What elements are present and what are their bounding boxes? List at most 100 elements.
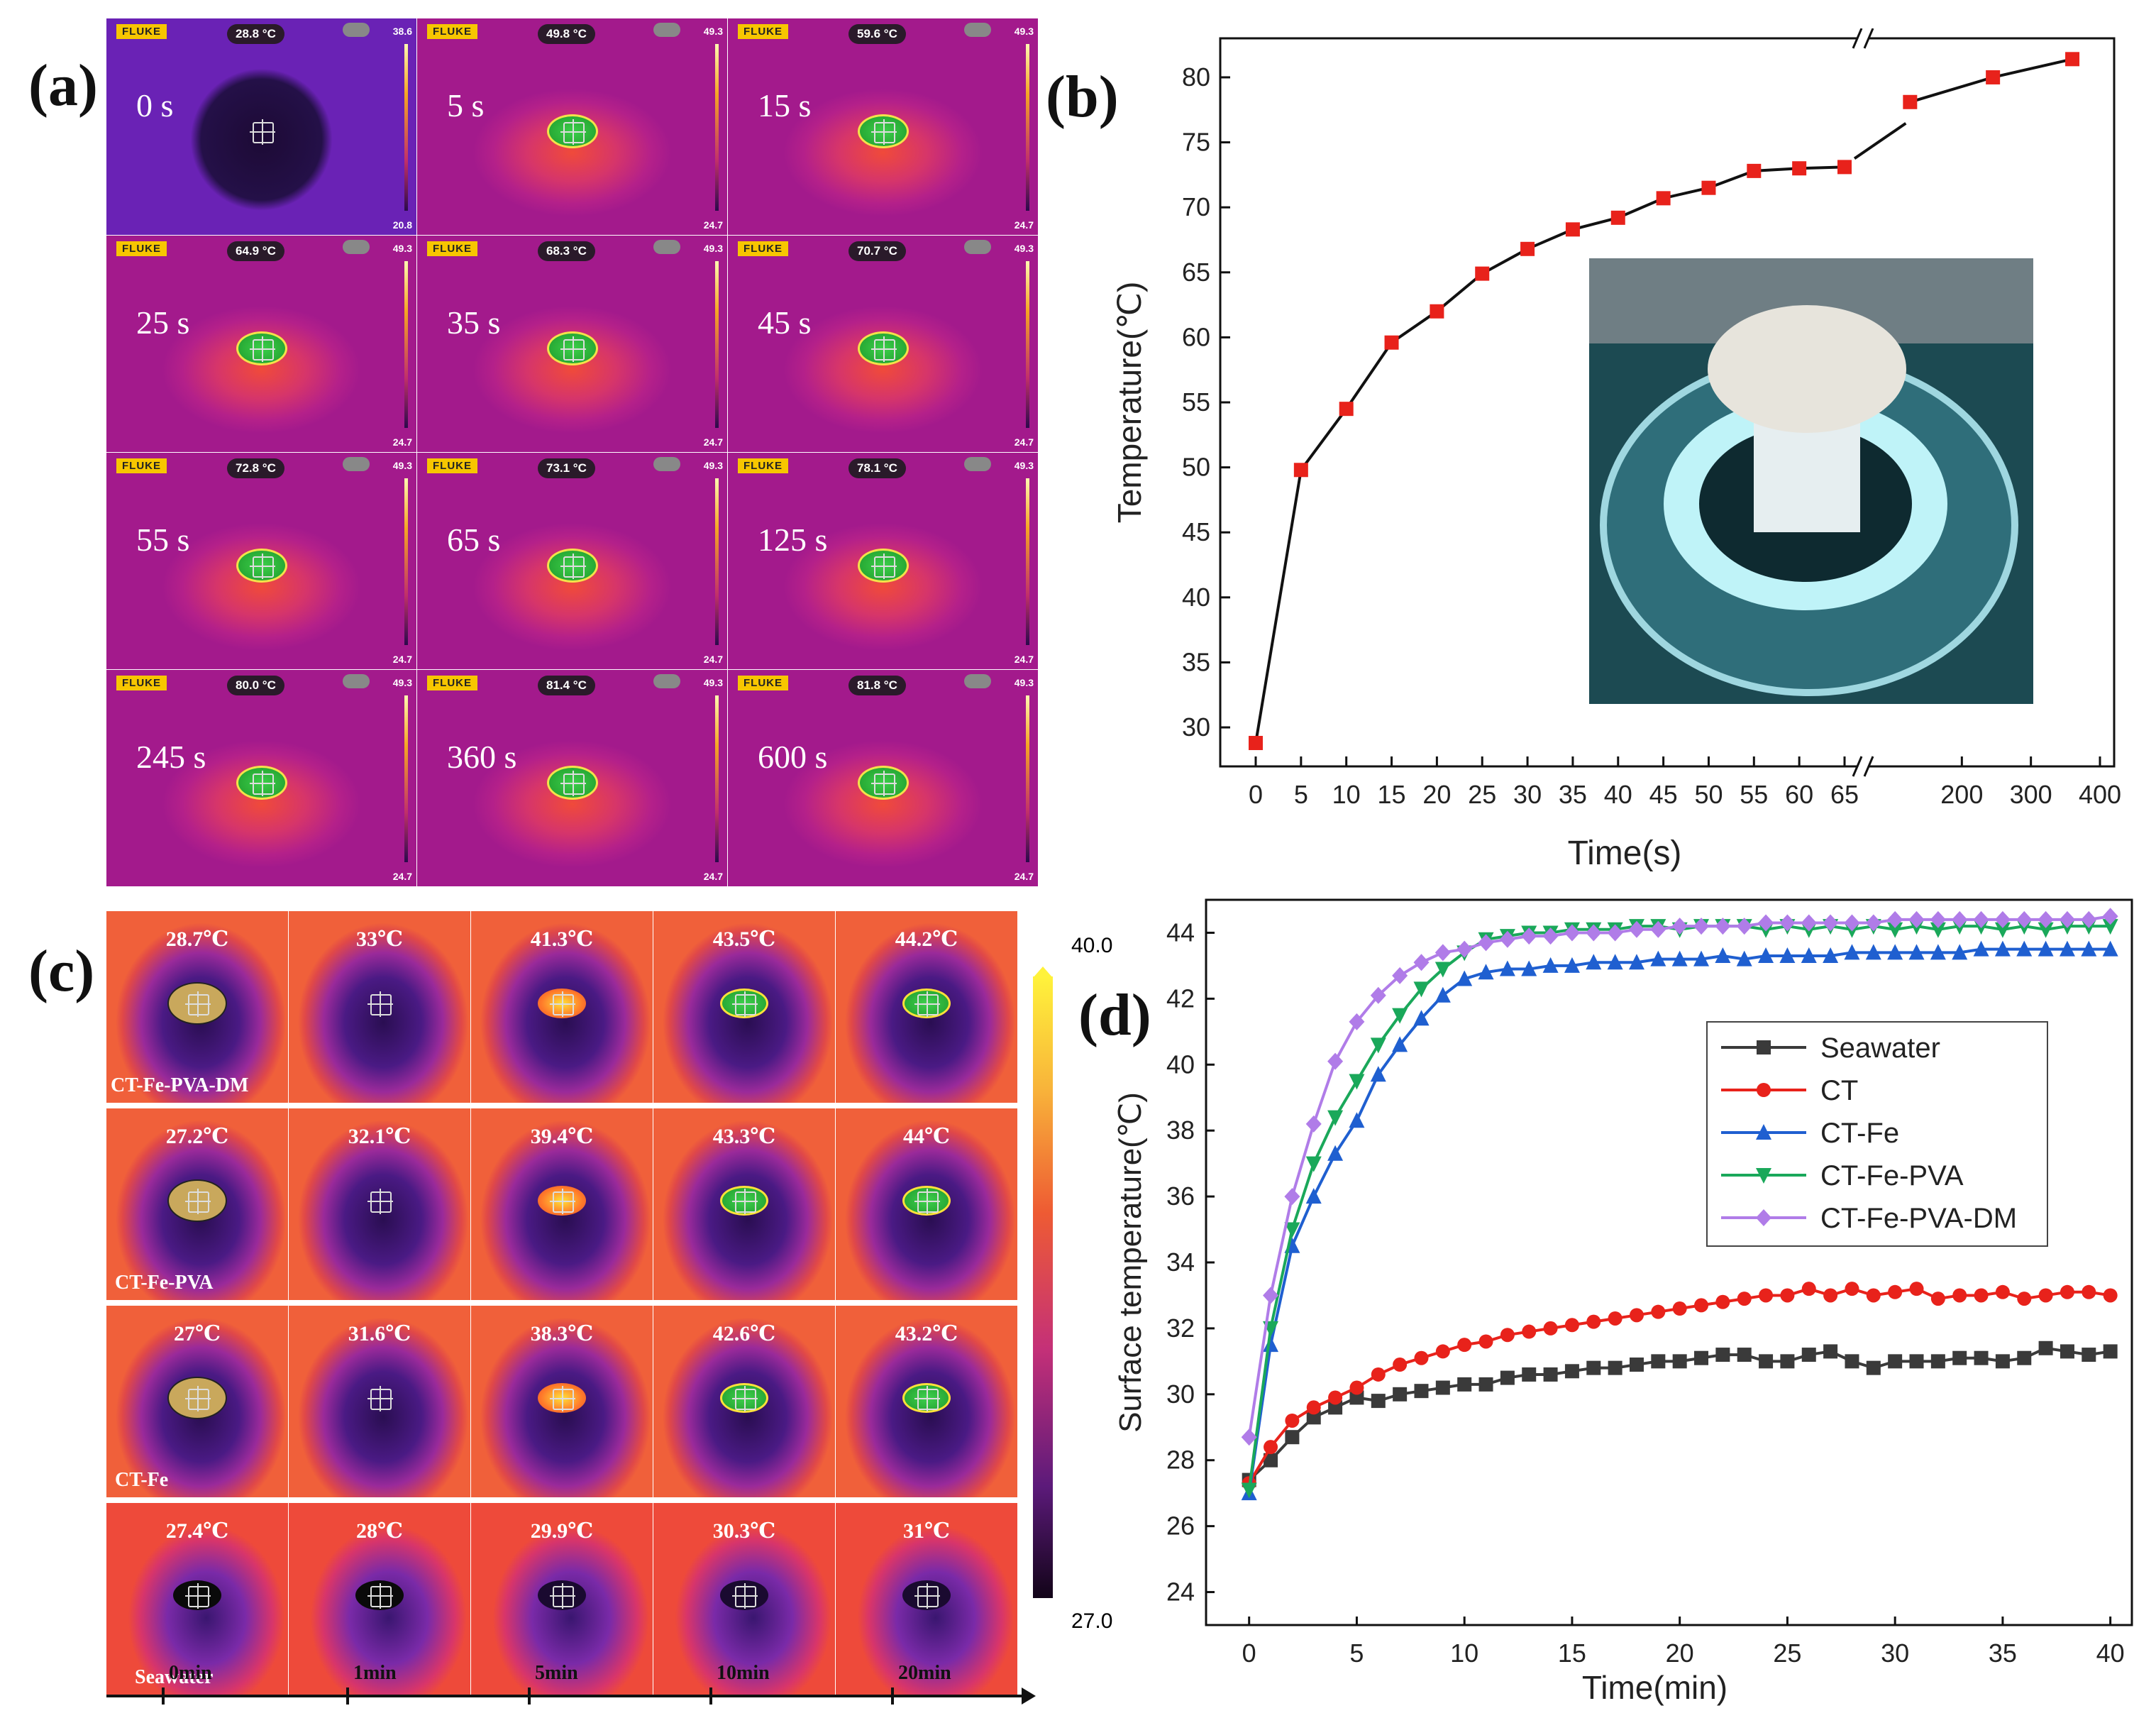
scale-bar [715, 695, 719, 862]
crosshair-icon [560, 119, 586, 145]
data-point [1478, 964, 1494, 980]
crosshair-icon [550, 1385, 575, 1411]
axis-break-gap-bottom [1857, 762, 1869, 771]
y-tick-label: 65 [1182, 258, 1210, 287]
data-point [1586, 954, 1602, 970]
data-point [1393, 1387, 1408, 1402]
data-point [1737, 1292, 1752, 1306]
data-point [1837, 160, 1852, 175]
scale-max: 49.3 [1014, 460, 1034, 471]
y-tick-label: 28 [1166, 1446, 1195, 1475]
crosshair-icon [914, 1582, 940, 1609]
data-point [2038, 1340, 2053, 1355]
scale-bar [1026, 261, 1029, 428]
plot-frame [1205, 898, 2133, 1626]
data-point [1801, 914, 1817, 932]
data-point [1656, 191, 1671, 206]
scale-max: 49.3 [392, 460, 412, 471]
temperature-readout: 59.6 °C [848, 24, 906, 44]
data-point [1888, 1284, 1903, 1299]
fluke-logo: FLUKE [738, 24, 788, 39]
data-point [1520, 241, 1535, 256]
toggle-icon [653, 240, 680, 254]
timeline-label: 5min [535, 1662, 578, 1684]
data-point [1586, 924, 1602, 942]
data-point [1672, 1301, 1687, 1316]
legend: Seawater CT CT-Fe CT-Fe-PVA CT-Fe-PVA-DM [1706, 1021, 2048, 1247]
data-point [1756, 1124, 1771, 1140]
thermal-tile: FLUKE 72.8 °C 49.3 24.7 55 s [106, 453, 416, 669]
scale-bar [404, 695, 408, 862]
panel-label-d: (d) [1078, 982, 1151, 1048]
data-point [1930, 1292, 1945, 1306]
crosshair-icon [732, 1582, 758, 1609]
temperature-readout: 31.6℃ [348, 1322, 411, 1345]
data-point [1328, 1400, 1343, 1415]
data-point [1339, 402, 1354, 417]
data-point [1801, 1282, 1816, 1296]
data-point [1930, 910, 1946, 928]
data-point [1500, 1370, 1515, 1385]
temperature-readout: 42.6℃ [712, 1322, 776, 1345]
temperature-readout: 27.4℃ [165, 1519, 229, 1543]
data-point [1693, 950, 1710, 967]
data-point [2102, 940, 2118, 957]
scale-max: 49.3 [1014, 677, 1034, 688]
data-point [2102, 908, 2118, 925]
data-point [1430, 304, 1444, 319]
fluke-logo: FLUKE [738, 458, 788, 473]
thermal-tile: 28.7℃ CT-Fe-PVA-DM [106, 911, 288, 1103]
data-point [1845, 1354, 1859, 1369]
x-tick-label: 0 [1249, 780, 1263, 809]
inset-photo [1589, 258, 2033, 704]
data-point [1759, 1354, 1774, 1369]
data-point [1747, 163, 1762, 178]
data-point [1952, 910, 1968, 928]
data-point [1285, 1430, 1300, 1445]
axis-break-mark [1863, 756, 1874, 777]
legend-label: Seawater [1820, 1033, 1940, 1064]
crosshair-icon [560, 336, 586, 362]
thermal-tile: FLUKE 80.0 °C 49.3 24.7 245 s [106, 670, 416, 886]
y-tick-label: 75 [1182, 128, 1210, 157]
data-point [1715, 947, 1731, 963]
fluke-logo: FLUKE [427, 458, 477, 473]
scale-max: 49.3 [703, 677, 723, 688]
scale-min: 24.7 [703, 871, 723, 882]
thermal-tile: FLUKE 73.1 °C 49.3 24.7 65 s [417, 453, 727, 669]
scale-min: 24.7 [392, 871, 412, 882]
data-point [2103, 1344, 2118, 1359]
crosshair-icon [870, 553, 897, 579]
thermal-tile: 38.3℃ [471, 1306, 653, 1497]
thermal-tile: 29.9℃ [471, 1503, 653, 1695]
crosshair-icon [185, 1582, 211, 1609]
data-point [1672, 1354, 1687, 1369]
data-point [1543, 1321, 1558, 1336]
crosshair-icon [185, 1385, 211, 1411]
data-point [1414, 1350, 1429, 1365]
fluke-logo: FLUKE [116, 24, 167, 39]
data-point [1973, 910, 1989, 928]
data-point [1608, 1360, 1622, 1375]
data-point [1693, 918, 1710, 935]
data-point [1930, 1354, 1945, 1369]
thermal-tile: 31.6℃ [289, 1306, 470, 1497]
data-point [1845, 1282, 1859, 1296]
data-point [1792, 161, 1807, 176]
legend-label: CT-Fe [1820, 1118, 1899, 1149]
x-tick-label: 25 [1773, 1639, 1801, 1668]
time-label: 5 s [447, 87, 485, 123]
thermal-tile: 43.2℃ [836, 1306, 1017, 1497]
thermal-tile: 27℃ CT-Fe [106, 1306, 288, 1497]
data-point [1779, 914, 1796, 932]
temperature-readout: 43.3℃ [712, 1125, 776, 1148]
axis-break-gap-top [1857, 34, 1869, 43]
data-point [2065, 52, 2080, 67]
legend-label: CT [1820, 1075, 1858, 1106]
data-point [2060, 1344, 2074, 1359]
time-label: 360 s [447, 739, 517, 775]
data-point [2017, 1350, 2032, 1365]
scale-min: 24.7 [392, 654, 412, 665]
x-tick-label: 30 [1881, 1639, 1909, 1668]
data-point [1865, 944, 1881, 960]
